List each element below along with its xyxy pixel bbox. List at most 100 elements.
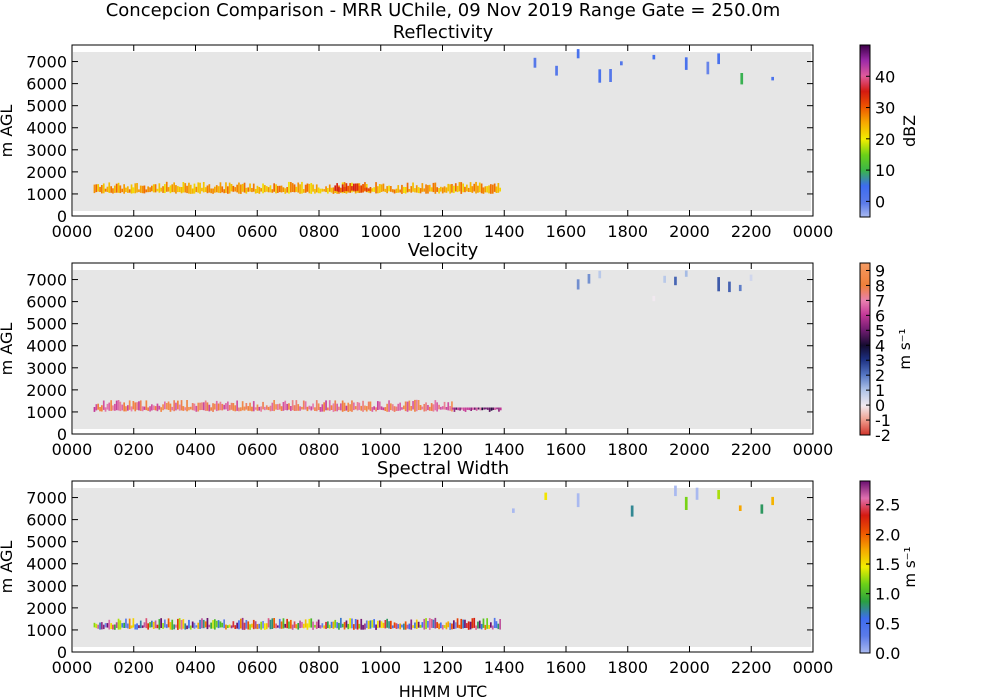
heatmap-cell (338, 187, 340, 192)
heatmap-cell (134, 402, 137, 412)
x-tick-label: 0000 (52, 440, 93, 459)
heatmap-cell (238, 182, 240, 194)
heatmap-cell (256, 404, 259, 411)
x-tick-label: 1200 (422, 440, 463, 459)
heatmap-cell (206, 402, 209, 411)
heatmap-cell (319, 407, 322, 412)
x-tick-label: 1000 (360, 658, 401, 677)
heatmap-cell (106, 403, 109, 410)
heatmap-cell (425, 402, 427, 412)
heatmap-cell (441, 624, 444, 630)
colorbar-tick-label: 4 (875, 336, 885, 355)
heatmap-cell (620, 61, 623, 66)
heatmap-cell (162, 186, 164, 193)
heatmap-cell (228, 182, 231, 194)
heatmap-cell (684, 270, 688, 277)
heatmap-cell (414, 188, 416, 193)
heatmap-cell (378, 401, 381, 410)
heatmap-cell (403, 186, 405, 193)
heatmap-cell (474, 407, 476, 410)
heatmap-cell (136, 402, 138, 410)
heatmap-cell (258, 406, 261, 411)
heatmap-cell (121, 404, 124, 411)
x-tick-label: 0600 (237, 658, 278, 677)
heatmap-cell (139, 185, 142, 193)
heatmap-cell (301, 406, 303, 410)
heatmap-cell (341, 623, 344, 628)
x-tick-label: 0000 (793, 222, 834, 241)
heatmap-cell (130, 625, 133, 629)
heatmap-cell (290, 619, 292, 629)
y-tick-label: 1000 (26, 403, 67, 422)
heatmap-cell (717, 277, 720, 292)
heatmap-cell (364, 405, 366, 411)
heatmap-cell (147, 407, 149, 411)
heatmap-cell (378, 184, 381, 193)
heatmap-cell (371, 620, 374, 628)
heatmap-cell (340, 403, 342, 411)
colorbar-tick-label: 9 (875, 261, 885, 280)
y-tick-label: 2000 (26, 163, 67, 182)
heatmap-cell (351, 186, 353, 191)
heatmap-cell (208, 624, 211, 628)
heatmap-cell (310, 183, 313, 194)
x-tick-label: 2000 (669, 440, 710, 459)
y-tick-label: 4000 (26, 337, 67, 356)
heatmap-cell (210, 188, 212, 194)
heatmap-cell (171, 619, 174, 630)
heatmap-cell (434, 182, 437, 194)
colorbar-tick-label: 2.0 (875, 525, 900, 544)
heatmap-cell (341, 400, 344, 412)
heatmap-cell (308, 405, 311, 410)
heatmap-cell (760, 504, 764, 514)
heatmap-cell (674, 276, 677, 286)
heatmap-cell (390, 186, 392, 192)
heatmap-cell (490, 407, 493, 411)
heatmap-cell (472, 407, 474, 410)
heatmap-cell (199, 619, 201, 629)
heatmap-cell (243, 622, 246, 630)
heatmap-cell (143, 185, 146, 194)
heatmap-cell (236, 622, 238, 629)
heatmap-cell (327, 407, 329, 411)
heatmap-cell (197, 622, 200, 629)
heatmap-cell (175, 402, 177, 411)
colorbar-tick-label: 0 (875, 396, 885, 415)
heatmap-cell (277, 625, 279, 628)
x-tick-label: 1000 (360, 440, 401, 459)
heatmap-cell (403, 405, 405, 410)
heatmap-cell (384, 620, 387, 629)
heatmap-cell (356, 619, 359, 630)
heatmap-cell (408, 400, 411, 411)
heatmap-cell (147, 623, 149, 630)
heatmap-cell (149, 187, 151, 193)
heatmap-cell (406, 624, 409, 629)
x-tick-label: 2000 (669, 658, 710, 677)
heatmap-cell (382, 622, 385, 628)
heatmap-cell (193, 622, 196, 629)
heatmap-cell (467, 187, 470, 192)
heatmap-cell (462, 619, 464, 629)
heatmap-cell (347, 402, 350, 412)
heatmap-cell (117, 400, 120, 411)
heatmap-cell (182, 406, 185, 411)
heatmap-cell (388, 400, 390, 412)
heatmap-cell (251, 188, 253, 193)
heatmap-cell (490, 184, 492, 194)
heatmap-cell (256, 185, 259, 193)
x-axis-velocity: 0000 0200 0400 0600 0800 1000 1200 1400 1600 1800… (52, 263, 833, 459)
heatmap-cell (360, 618, 363, 630)
heatmap-cell (147, 186, 149, 193)
colorbar-tick-label: 10 (875, 161, 895, 180)
heatmap-cell (201, 187, 203, 192)
heatmap-cell (367, 401, 370, 410)
heatmap-cell (488, 625, 490, 629)
heatmap-cell (336, 403, 338, 412)
heatmap-cell (343, 402, 346, 412)
heatmap-cell (353, 624, 355, 630)
heatmap-cell (278, 618, 281, 629)
heatmap-cell (717, 53, 720, 65)
heatmap-cell (332, 403, 335, 412)
heatmap-cell (225, 403, 227, 410)
heatmap-cell (428, 184, 431, 192)
